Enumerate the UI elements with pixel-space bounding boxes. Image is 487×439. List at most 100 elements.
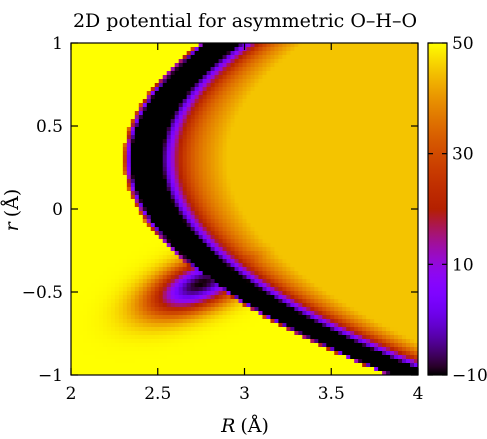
heatmap-cell	[294, 199, 299, 204]
heatmap-cell	[182, 215, 188, 220]
heatmap-cell	[198, 263, 204, 268]
heatmap-cell	[138, 251, 144, 256]
heatmap-cell	[214, 211, 220, 216]
heatmap-cell	[146, 251, 152, 256]
heatmap-cell	[110, 143, 116, 148]
heatmap-cell	[406, 59, 411, 64]
heatmap-cell	[114, 55, 120, 60]
heatmap-cell	[238, 263, 244, 268]
heatmap-cell	[414, 183, 418, 188]
heatmap-cell	[334, 111, 339, 116]
heatmap-cell	[398, 187, 403, 192]
heatmap-cell	[414, 79, 418, 84]
heatmap-cell	[278, 183, 283, 188]
heatmap-cell	[310, 199, 315, 204]
heatmap-cell	[406, 131, 411, 136]
heatmap-cell	[402, 55, 407, 60]
heatmap-cell	[294, 155, 299, 160]
heatmap-cell	[114, 95, 120, 100]
heatmap-cell	[102, 159, 108, 164]
heatmap-cell	[206, 243, 212, 248]
heatmap-cell	[278, 107, 283, 112]
heatmap-cell	[198, 143, 204, 148]
heatmap-cell	[126, 231, 132, 236]
heatmap-cell	[142, 263, 148, 268]
heatmap-cell	[74, 67, 80, 72]
heatmap-cell	[370, 199, 375, 204]
heatmap-cell	[262, 75, 268, 80]
heatmap-cell	[71, 67, 76, 72]
heatmap-cell	[274, 139, 279, 144]
heatmap-cell	[222, 67, 228, 72]
heatmap-cell	[246, 119, 252, 124]
heatmap-cell	[314, 55, 319, 60]
heatmap-cell	[254, 131, 260, 136]
heatmap-cell	[114, 219, 120, 224]
heatmap-cell	[278, 139, 283, 144]
heatmap-cell	[134, 63, 140, 68]
heatmap-cell	[302, 187, 307, 192]
heatmap-cell	[146, 207, 152, 212]
heatmap-cell	[134, 79, 140, 84]
heatmap-cell	[106, 171, 112, 176]
heatmap-cell	[346, 243, 351, 248]
heatmap-cell	[134, 227, 140, 232]
heatmap-cell	[310, 59, 315, 64]
heatmap-cell	[78, 67, 84, 72]
heatmap-cell	[130, 147, 136, 152]
heatmap-cell	[294, 119, 299, 124]
heatmap-cell	[71, 87, 76, 92]
heatmap-cell	[342, 111, 347, 116]
heatmap-cell	[274, 103, 279, 108]
heatmap-cell	[326, 155, 331, 160]
heatmap-cell	[186, 167, 192, 172]
heatmap-cell	[314, 155, 319, 160]
heatmap-cell	[302, 267, 307, 272]
heatmap-cell	[326, 267, 331, 272]
heatmap-cell	[170, 187, 176, 192]
heatmap-cell	[154, 235, 160, 240]
heatmap-cell	[362, 215, 367, 220]
heatmap-cell	[338, 143, 343, 148]
heatmap-cell	[82, 123, 88, 128]
heatmap-cell	[94, 235, 100, 240]
heatmap-cell	[390, 255, 395, 260]
heatmap-cell	[78, 195, 84, 200]
heatmap-cell	[74, 47, 80, 52]
heatmap-cell	[142, 79, 148, 84]
heatmap-cell	[354, 219, 359, 224]
heatmap-cell	[366, 151, 371, 156]
heatmap-cell	[254, 115, 260, 120]
heatmap-cell	[150, 51, 156, 56]
heatmap-cell	[402, 251, 407, 256]
heatmap-cell	[154, 239, 160, 244]
heatmap-cell	[298, 151, 303, 156]
heatmap-cell	[338, 231, 343, 236]
heatmap-cell	[194, 91, 200, 96]
heatmap-cell	[406, 151, 411, 156]
heatmap-cell	[218, 219, 224, 224]
heatmap-cell	[186, 207, 192, 212]
heatmap-cell	[106, 243, 112, 248]
heatmap-cell	[114, 75, 120, 80]
heatmap-cell	[322, 99, 327, 104]
heatmap-cell	[126, 251, 132, 256]
heatmap-cell	[314, 71, 319, 76]
heatmap-cell	[406, 223, 411, 228]
heatmap-cell	[390, 151, 395, 156]
heatmap-cell	[178, 99, 184, 104]
heatmap-cell	[118, 267, 124, 272]
heatmap-cell	[294, 67, 299, 72]
heatmap-cell	[162, 55, 168, 60]
heatmap-cell	[402, 231, 407, 236]
heatmap-cell	[318, 231, 323, 236]
heatmap-cell	[202, 43, 208, 48]
heatmap-cell	[306, 131, 311, 136]
heatmap-cell	[178, 259, 184, 264]
heatmap-cell	[170, 251, 176, 256]
heatmap-cell	[306, 175, 311, 180]
heatmap-cell	[370, 115, 375, 120]
heatmap-cell	[170, 123, 176, 128]
heatmap-cell	[190, 67, 196, 72]
heatmap-cell	[286, 119, 291, 124]
